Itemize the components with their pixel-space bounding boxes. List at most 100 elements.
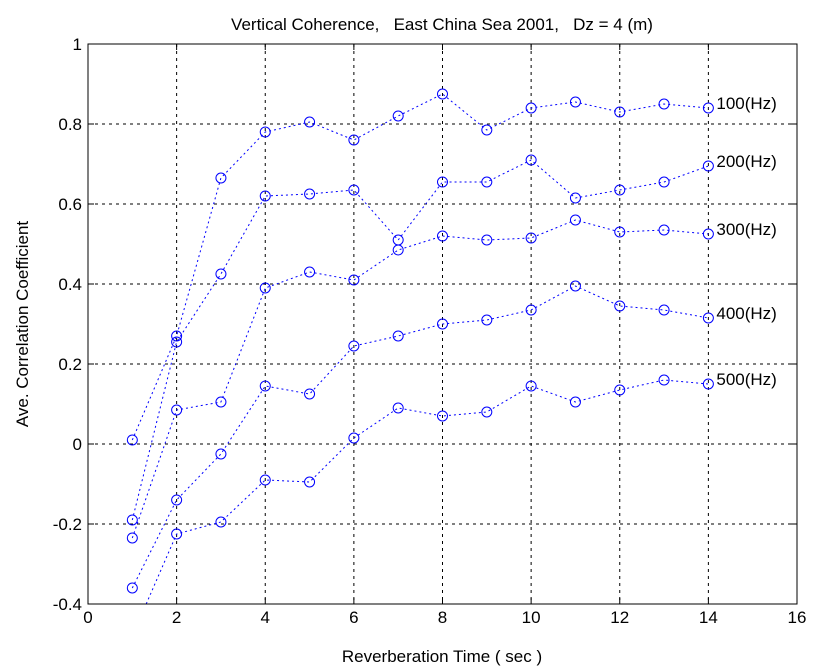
x-tick-label: 2 [172,608,181,627]
data-point [437,318,448,330]
data-point [658,176,670,188]
y-tick-label: -0.4 [53,595,82,614]
data-point [481,124,493,136]
data-point [259,380,271,392]
data-point [569,396,581,408]
data-point [304,116,316,128]
data-point [215,516,227,528]
y-tick-label: 0 [73,435,82,454]
data-point [569,96,581,108]
data-point [126,532,138,544]
data-point [126,434,138,446]
data-point [259,190,271,202]
data-point [614,226,626,238]
x-tick-label: 4 [261,608,270,627]
data-point [481,234,493,246]
series-label: 300(Hz) [716,220,776,239]
data-point [126,582,138,594]
data-point [525,304,537,316]
data-point [481,176,493,188]
data-point [437,176,448,188]
x-tick-label: 16 [788,608,807,627]
series-line [131,159,709,521]
series-line [131,219,709,539]
series-label: 400(Hz) [716,304,776,323]
y-tick-label: 0.8 [58,115,82,134]
data-point [658,374,670,386]
x-tick-label: 0 [83,608,92,627]
data-point [392,244,404,256]
data-point [259,282,271,294]
data-point [348,340,360,352]
data-point [392,402,404,414]
data-point [304,476,316,488]
data-point [304,188,316,200]
series-line [145,379,709,604]
series-layer [126,88,714,641]
data-point [702,228,714,240]
y-axis-label: Ave. Correlation Coefficient [13,221,32,428]
data-point [702,160,714,172]
data-point [392,110,404,122]
data-point [525,102,537,114]
y-tick-label: 0.4 [58,275,82,294]
x-tick-label: 8 [438,608,447,627]
data-point [525,380,537,392]
data-point [392,330,404,342]
data-point [215,172,227,184]
data-point [348,274,360,286]
data-point [658,304,670,316]
y-tick-label: 0.6 [58,195,82,214]
series-labels: 100(Hz) 200(Hz) 300(Hz) 400(Hz) 500(Hz) [716,94,776,389]
data-point [304,266,316,278]
data-point [569,192,581,204]
data-point [171,330,183,342]
data-point [658,224,670,236]
data-point [127,631,137,641]
y-tick-label: 0.2 [58,355,82,374]
series-label: 200(Hz) [716,152,776,171]
data-point [702,378,714,390]
data-point [348,432,360,444]
tick-marks [87,43,798,605]
data-point [702,102,714,114]
data-point [259,474,271,486]
data-point [126,514,138,526]
data-point [215,268,227,280]
data-point [437,410,448,422]
data-point [614,384,626,396]
x-tick-label: 6 [349,608,358,627]
data-point [569,214,581,226]
x-tick-label: 10 [522,608,541,627]
data-point [614,106,626,118]
data-point [481,314,493,326]
data-point [437,88,448,100]
tick-labels: 0 2 4 6 8 10 12 14 16 -0.4 -0.2 0 0.2 0.4 0.6 0.8 1 [53,35,807,627]
data-point [215,448,227,460]
data-point [304,388,316,400]
data-point [614,184,626,196]
y-tick-label: 1 [73,35,82,54]
data-point [525,232,537,244]
data-point [437,230,448,242]
y-tick-label: -0.2 [53,515,82,534]
data-point [171,528,183,540]
data-point [702,312,714,324]
x-tick-label: 14 [699,608,718,627]
data-point [215,396,227,408]
data-point [171,404,183,416]
series-label: 100(Hz) [716,94,776,113]
data-point [658,98,670,110]
x-axis-label: Reverberation Time ( sec ) [342,647,542,666]
data-point [171,336,183,348]
data-point [348,134,360,146]
data-point [481,406,493,418]
chart-title: Vertical Coherence, East China Sea 2001,… [231,15,653,34]
x-tick-label: 12 [610,608,629,627]
data-point [614,300,626,312]
series-label: 500(Hz) [716,370,776,389]
data-point [171,494,183,506]
series-line [131,285,709,589]
data-point [569,280,581,292]
